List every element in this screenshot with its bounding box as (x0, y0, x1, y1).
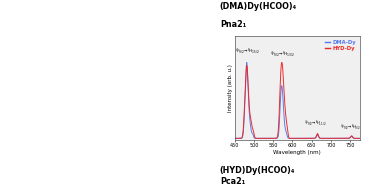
Legend: DMA-Dy, HYD-Dy: DMA-Dy, HYD-Dy (324, 39, 357, 52)
Y-axis label: Intensity (arb. u.): Intensity (arb. u.) (229, 64, 233, 112)
Text: Pca2₁: Pca2₁ (220, 177, 245, 186)
Text: $^4\!F_{9/2}\!\to\!{}^6\!H_{13/2}$: $^4\!F_{9/2}\!\to\!{}^6\!H_{13/2}$ (270, 49, 294, 59)
Text: (HYD)Dy(HCOO)₄: (HYD)Dy(HCOO)₄ (220, 166, 295, 175)
Text: $^4\!F_{9/2}\!\to\!{}^6\!H_{11/2}$: $^4\!F_{9/2}\!\to\!{}^6\!H_{11/2}$ (304, 119, 327, 129)
X-axis label: Wavelength (nm): Wavelength (nm) (273, 150, 321, 155)
Text: $^4\!F_{9/2}\!\to\!{}^6\!H_{15/2}$: $^4\!F_{9/2}\!\to\!{}^6\!H_{15/2}$ (235, 46, 260, 56)
Text: Pna2₁: Pna2₁ (220, 20, 246, 29)
Text: $^4\!F_{9/2}\!\to\!{}^6\!H_{9/2}$: $^4\!F_{9/2}\!\to\!{}^6\!H_{9/2}$ (339, 122, 360, 132)
Text: (DMA)Dy(HCOO)₄: (DMA)Dy(HCOO)₄ (220, 2, 297, 11)
